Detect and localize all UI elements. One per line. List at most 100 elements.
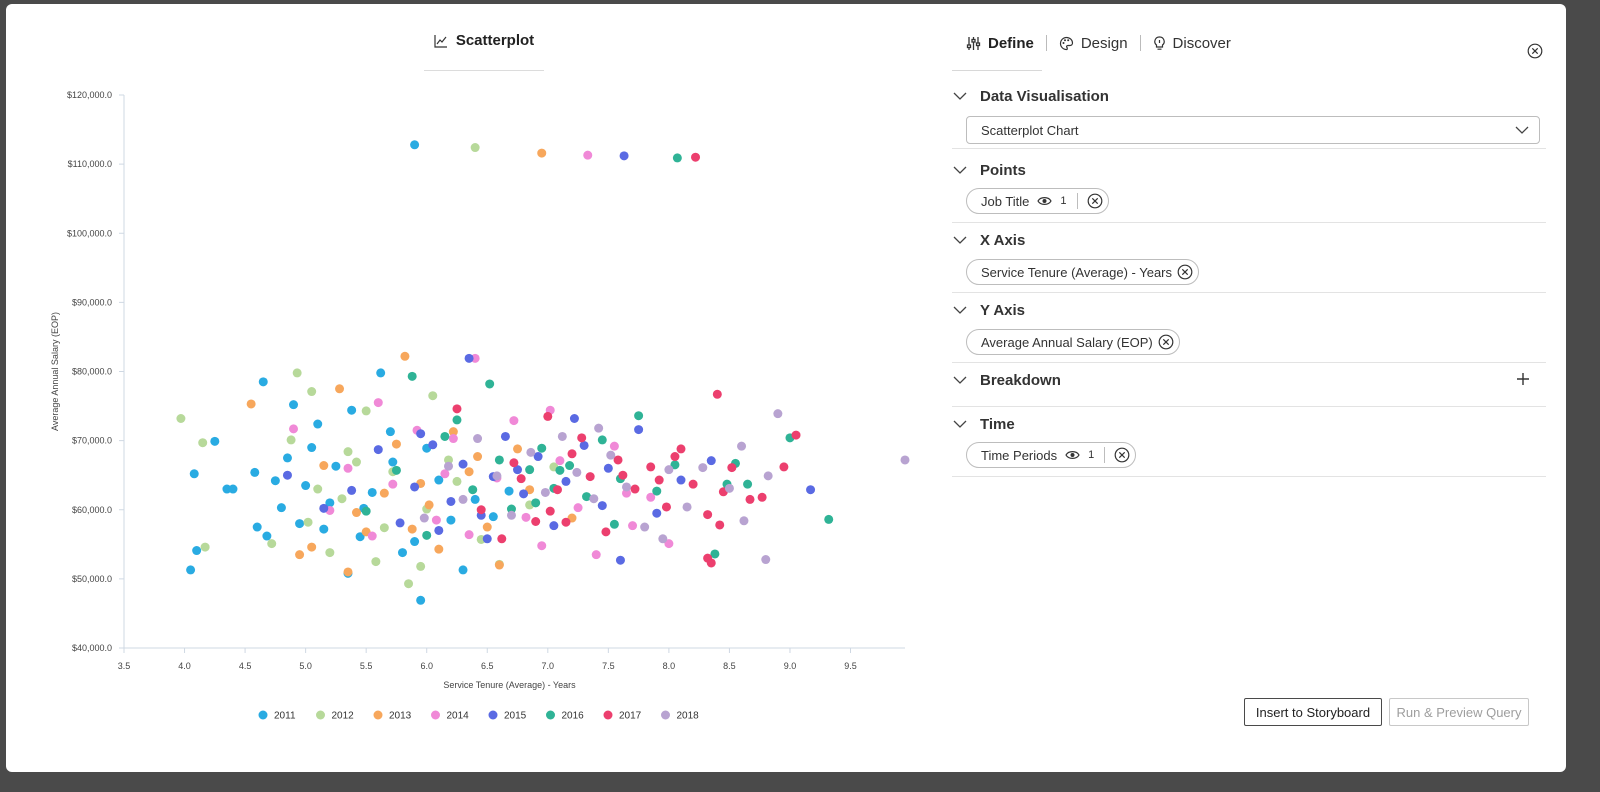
data-point [724,483,734,493]
section-header[interactable]: Y Axis [952,298,1546,322]
data-point [252,522,262,532]
time-pill[interactable]: Time Periods 1 [966,442,1137,468]
insert-to-storyboard-button[interactable]: Insert to Storyboard [1244,698,1382,726]
line-chart-icon [434,35,447,48]
data-point [545,506,555,516]
data-point [452,404,462,414]
chevron-down-icon[interactable] [952,162,968,178]
legend-marker [661,710,670,720]
active-tab-underline [952,70,1042,71]
data-point [434,544,444,554]
data-point [295,519,305,529]
data-point [583,150,593,160]
legend-marker [488,710,498,720]
data-point [361,406,371,416]
pill-label: Job Title [981,193,1030,209]
data-point [779,462,789,472]
insert-button-label: Insert to Storyboard [1255,704,1371,720]
y-axis-pill[interactable]: Average Annual Salary (EOP) [966,329,1180,355]
points-pill[interactable]: Job Title 1 [966,188,1109,214]
data-point [609,519,619,529]
data-point [464,353,474,363]
data-point [618,470,628,480]
data-point [189,469,199,479]
section-header[interactable]: Time [952,412,1546,436]
chevron-down-icon[interactable] [952,88,968,104]
x-tick-label: 5.0 [299,661,312,671]
eye-icon[interactable] [1065,450,1080,460]
x-tick-label: 4.0 [178,661,191,671]
plus-icon [1517,373,1529,385]
chevron-down-icon[interactable] [952,302,968,318]
data-point [267,539,277,549]
add-breakdown-button[interactable] [1514,370,1532,388]
visualisation-select[interactable]: Scatterplot Chart [966,116,1540,144]
data-point [410,140,420,150]
chevron-down-icon[interactable] [952,416,968,432]
legend-label: 2018 [677,711,700,722]
data-point [791,430,801,440]
tab-define-label: Define [988,34,1034,52]
legend-label: 2016 [562,711,585,722]
data-point [452,415,462,425]
data-point [337,494,347,504]
remove-pill-button[interactable] [1086,192,1104,210]
data-point [526,447,536,457]
data-point [258,377,268,387]
tab-discover[interactable]: Discover [1141,32,1243,54]
data-point [646,462,656,472]
y-tick-label: $110,000.0 [68,159,112,169]
data-point [335,384,345,394]
data-point [773,409,783,419]
x-tick-label: 9.5 [844,661,857,671]
data-point [565,461,575,471]
tab-design[interactable]: Design [1047,32,1140,54]
x-tick-label: 9.0 [784,661,797,671]
x-axis-title: Service Tenure (Average) - Years [443,680,576,690]
eye-icon[interactable] [1037,196,1053,206]
data-point [262,531,272,541]
y-tick-label: $60,000.0 [72,505,112,515]
section-title: Y Axis [980,301,1026,319]
close-button[interactable] [1525,41,1545,61]
data-point [654,475,664,485]
data-point [500,431,510,441]
chevron-down-icon[interactable] [952,232,968,248]
section-header[interactable]: X Axis [952,228,1546,252]
remove-pill-button[interactable] [1113,446,1131,464]
legend-label: 2011 [274,711,296,722]
y-tick-label: $120,000.0 [67,90,112,100]
data-point [376,368,386,378]
section-header[interactable]: Points [952,158,1546,182]
data-point [367,487,377,497]
remove-pill-button[interactable] [1176,263,1194,281]
data-point [615,555,625,565]
pill-count: 1 [1060,195,1067,207]
data-point [458,459,468,469]
data-point [325,498,335,508]
data-point [468,485,478,495]
data-point [331,461,341,471]
section-header[interactable]: Data Visualisation [952,84,1546,108]
data-point [404,579,414,589]
data-point [555,456,565,466]
data-point [521,512,531,522]
run-preview-query-button[interactable]: Run & Preview Query [1389,698,1529,726]
data-point [715,520,725,530]
data-point [622,482,632,492]
data-point [422,530,432,540]
data-point [385,427,395,437]
chevron-down-icon[interactable] [952,372,968,388]
tab-define[interactable]: Define [954,32,1046,54]
x-axis-pill[interactable]: Service Tenure (Average) - Years [966,259,1200,285]
y-axis-title: Average Annual Salary (EOP) [50,312,60,431]
data-point [900,455,910,465]
section-header[interactable]: Breakdown [952,368,1546,392]
remove-pill-button[interactable] [1157,333,1175,351]
data-point [555,465,565,475]
data-point [525,465,535,475]
data-point [295,550,305,560]
chart-title-tab: Scatterplot [424,32,544,71]
data-point [343,567,353,577]
data-point [198,438,208,448]
